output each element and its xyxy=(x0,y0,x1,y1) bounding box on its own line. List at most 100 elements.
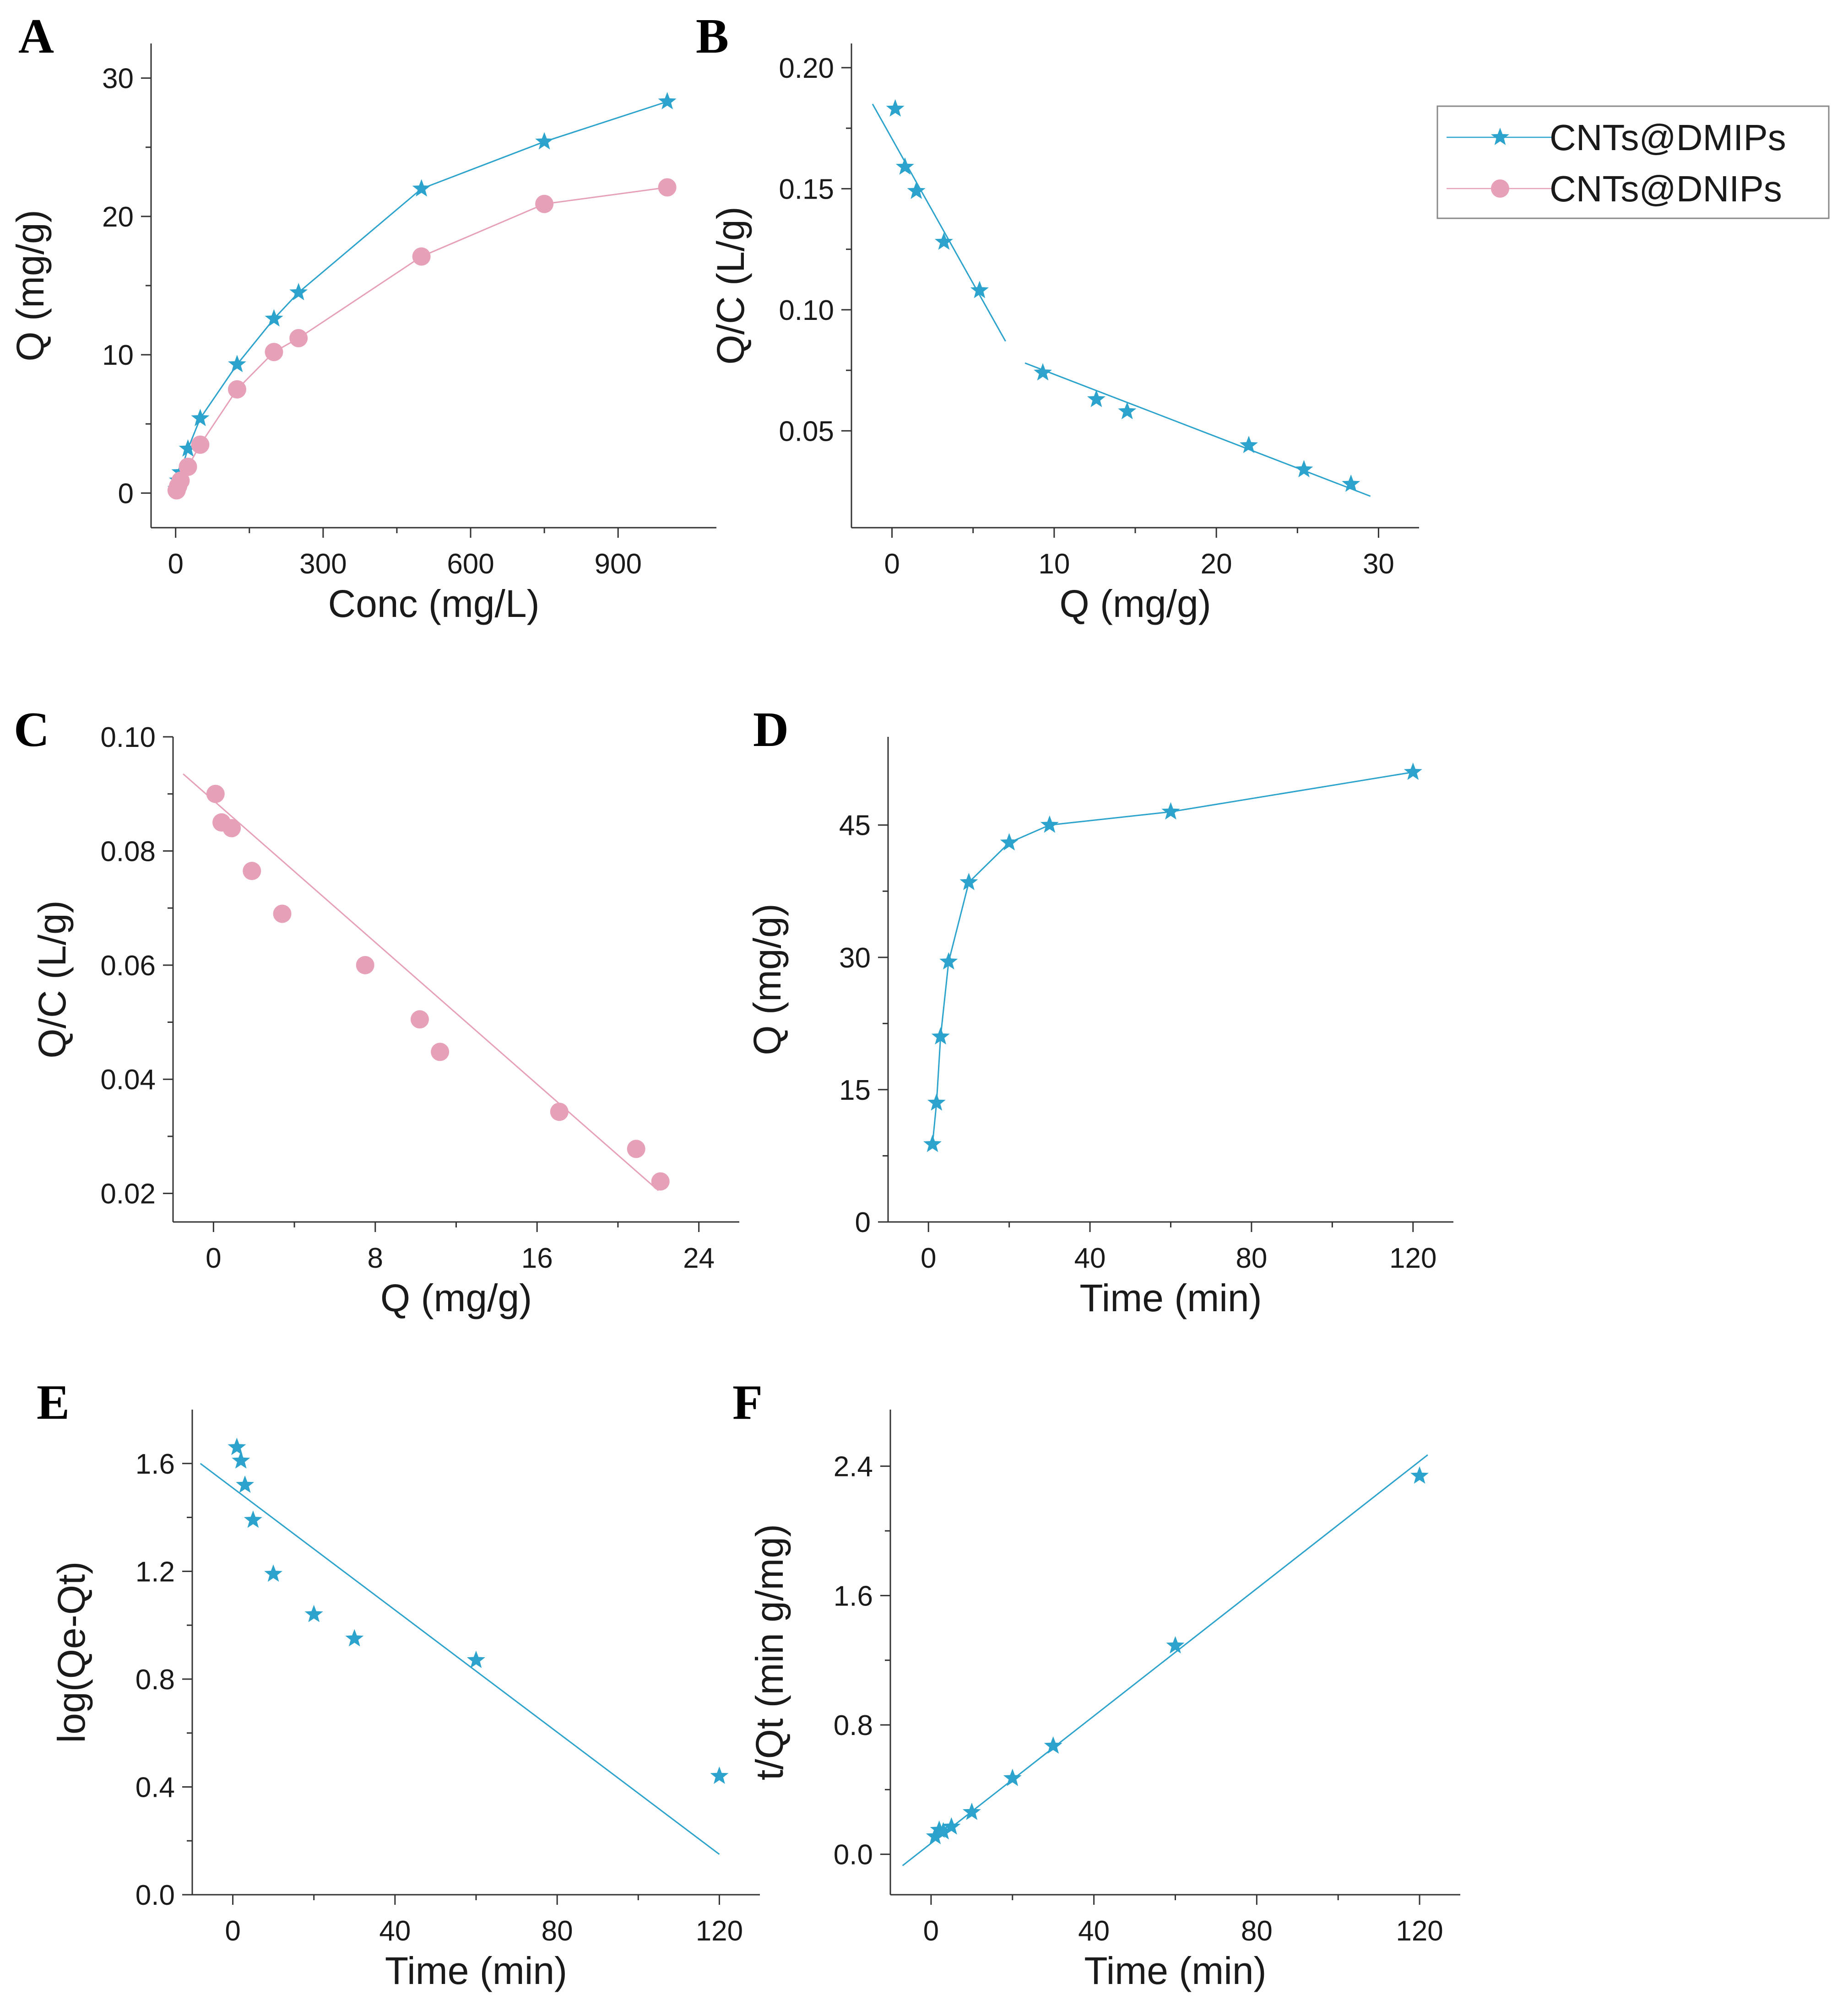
panel-label: D xyxy=(753,703,789,757)
data-point xyxy=(264,1564,283,1582)
x-tick-label: 80 xyxy=(1236,1243,1267,1274)
data-point xyxy=(939,952,958,970)
chart-panel-f: F 0 40 80 120 0.0 0.8 1.6 2.4 Time (min) t/Qt (min… xyxy=(732,1375,1460,1992)
data-point xyxy=(942,1817,961,1835)
y-tick-label: 2.4 xyxy=(834,1451,873,1483)
data-point xyxy=(895,157,914,175)
x-tick-label: 120 xyxy=(696,1915,743,1947)
panel-label: F xyxy=(732,1375,763,1430)
data-point xyxy=(931,1027,950,1045)
data-point xyxy=(222,819,241,838)
data-point xyxy=(265,343,283,362)
y-tick-label: 20 xyxy=(102,201,134,233)
x-tick-label: 0 xyxy=(168,548,183,580)
legend: CNTs@DMIPs CNTs@DNIPs xyxy=(1436,105,1830,219)
data-point xyxy=(412,247,431,266)
y-axis-title: Q/C (L/g) xyxy=(31,900,74,1058)
legend-star-icon xyxy=(1491,128,1509,145)
data-point xyxy=(179,457,197,476)
x-tick-label: 40 xyxy=(1074,1243,1106,1274)
series-line xyxy=(176,101,668,489)
data-point xyxy=(171,471,190,490)
y-axis-title: Q (mg/g) xyxy=(9,210,52,361)
data-point xyxy=(927,1093,946,1111)
y-tick-label: 0.4 xyxy=(135,1772,175,1803)
data-point xyxy=(243,862,261,881)
data-point xyxy=(410,1010,429,1029)
x-tick-label: 40 xyxy=(1078,1915,1110,1947)
y-tick-label: 1.2 xyxy=(135,1556,175,1588)
data-point xyxy=(232,1451,250,1469)
data-point xyxy=(970,281,989,298)
panel-label: A xyxy=(18,9,54,64)
x-tick-label: 0 xyxy=(921,1243,936,1274)
fit-line xyxy=(872,103,1006,342)
data-point xyxy=(431,1043,450,1061)
x-tick-label: 0 xyxy=(923,1915,939,1947)
x-tick-label: 0 xyxy=(225,1915,240,1947)
legend-star-marker xyxy=(1491,128,1509,145)
legend-label-dmip: CNTs@DMIPs xyxy=(1550,117,1786,158)
data-point xyxy=(627,1140,645,1158)
data-point xyxy=(658,178,677,197)
data-point xyxy=(236,1475,255,1493)
y-axis-title: t/Qt (min g/mg) xyxy=(748,1524,791,1780)
data-point xyxy=(535,195,554,213)
legend-circle-marker xyxy=(1491,179,1509,198)
y-tick-label: 0.8 xyxy=(135,1664,175,1696)
legend-box xyxy=(1436,105,1830,219)
data-point xyxy=(1410,1466,1429,1484)
fit-line xyxy=(183,773,659,1191)
x-tick-label: 600 xyxy=(447,548,494,580)
x-tick-label: 20 xyxy=(1201,548,1232,580)
chart-panel-b: B 0 10 20 30 0.05 0.10 0.15 0.20 Q (mg/g) Q/C (L/g… xyxy=(696,9,1419,625)
data-point xyxy=(244,1510,262,1528)
data-point xyxy=(1087,389,1106,407)
panel-label: E xyxy=(37,1375,70,1430)
x-tick-label: 120 xyxy=(1396,1915,1443,1947)
y-axis-title: Q (mg/g) xyxy=(746,903,789,1055)
data-point xyxy=(962,1802,981,1820)
data-point xyxy=(1342,474,1360,492)
y-tick-label: 0.15 xyxy=(779,173,834,205)
data-point xyxy=(1034,363,1052,381)
y-tick-label: 0 xyxy=(855,1207,871,1238)
legend-circle-icon xyxy=(1491,179,1509,198)
x-tick-label: 0 xyxy=(884,548,900,580)
data-point xyxy=(1003,1768,1022,1786)
data-point xyxy=(265,309,283,327)
data-point xyxy=(1240,436,1258,454)
data-point xyxy=(412,179,431,197)
data-point xyxy=(1044,1736,1062,1754)
data-point xyxy=(289,283,308,301)
data-point xyxy=(273,904,292,923)
y-tick-label: 30 xyxy=(839,942,871,974)
y-tick-label: 10 xyxy=(102,340,134,371)
y-tick-label: 0.05 xyxy=(779,416,834,447)
x-axis-title: Conc (mg/L) xyxy=(328,582,539,625)
data-point xyxy=(467,1650,485,1668)
x-tick-label: 300 xyxy=(299,548,347,580)
data-point xyxy=(356,956,374,974)
series-line xyxy=(176,186,667,491)
data-point xyxy=(1161,802,1180,820)
data-point xyxy=(304,1605,323,1622)
y-tick-label: 45 xyxy=(839,810,871,842)
y-tick-label: 30 xyxy=(102,63,134,95)
data-point xyxy=(179,439,197,457)
data-point xyxy=(228,1438,246,1455)
data-point xyxy=(1404,762,1422,780)
y-tick-label: 0.02 xyxy=(100,1178,156,1210)
y-tick-label: 0.08 xyxy=(100,836,156,867)
data-point xyxy=(191,409,210,427)
data-point xyxy=(289,329,308,347)
y-tick-label: 0.04 xyxy=(100,1064,156,1096)
y-tick-label: 1.6 xyxy=(135,1448,175,1480)
y-tick-label: 0.8 xyxy=(834,1710,873,1741)
x-axis-title: Time (min) xyxy=(385,1949,567,1992)
data-point xyxy=(191,435,210,454)
data-point xyxy=(959,873,978,890)
chart-panel-c: C 0 8 16 24 0.02 0.04 0.06 0.08 0.10 Q (mg/g) Q/C (… xyxy=(14,703,739,1319)
